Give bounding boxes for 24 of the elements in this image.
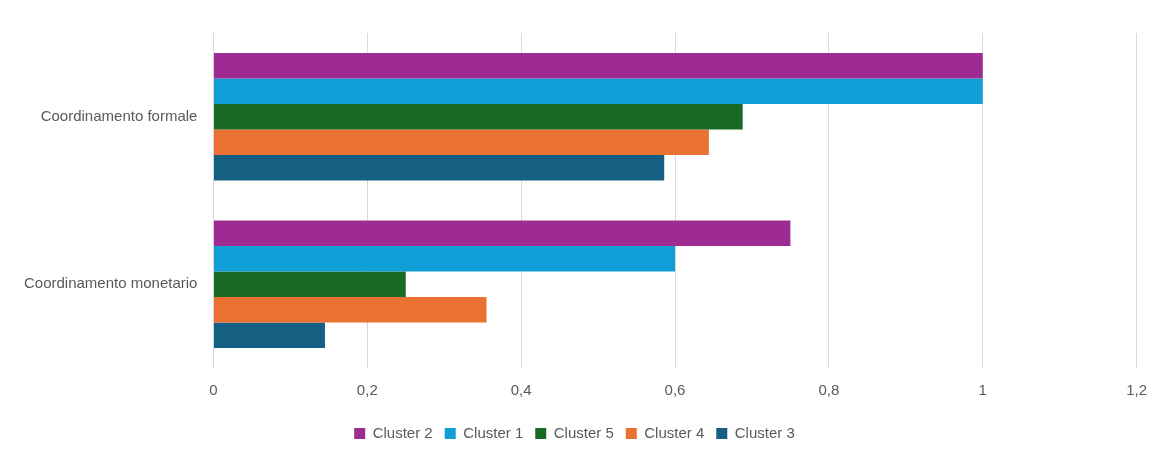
bar — [213, 129, 709, 155]
x-tick-label: 0,8 — [818, 381, 840, 399]
x-tick-label: 0 — [209, 381, 218, 399]
bar — [213, 220, 791, 247]
legend-label: Cluster 2 — [372, 423, 433, 441]
x-tick-label: 0,2 — [356, 381, 378, 399]
bar — [213, 78, 983, 105]
legend-label: Cluster 3 — [734, 423, 795, 441]
bar — [213, 271, 406, 297]
bar — [213, 53, 983, 79]
y-tick-label: Coordinamento monetario — [23, 274, 198, 292]
bar — [213, 154, 665, 181]
bar — [213, 322, 325, 348]
legend-label: Cluster 4 — [644, 423, 705, 441]
x-tick-label: 1,2 — [1126, 381, 1147, 399]
bar — [213, 296, 487, 323]
y-tick-label: Coordinamento formale — [40, 106, 198, 124]
legend-label: Cluster 5 — [553, 423, 614, 441]
x-tick-label: 0,6 — [664, 381, 686, 399]
legend-label: Cluster 1 — [463, 423, 524, 441]
bar — [213, 246, 675, 272]
x-tick-label: 1 — [978, 381, 987, 399]
x-tick-label: 0,4 — [510, 381, 532, 399]
bar — [213, 104, 743, 130]
